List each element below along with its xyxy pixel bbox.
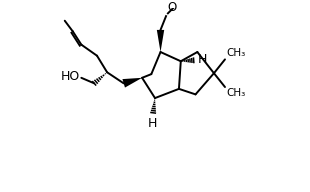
Polygon shape xyxy=(122,78,142,88)
Text: CH₃: CH₃ xyxy=(227,89,246,98)
Text: HO: HO xyxy=(61,70,80,83)
Text: CH₃: CH₃ xyxy=(227,48,246,58)
Text: O: O xyxy=(167,1,176,14)
Text: H: H xyxy=(148,117,157,130)
Polygon shape xyxy=(157,30,164,52)
Text: H: H xyxy=(197,53,207,66)
